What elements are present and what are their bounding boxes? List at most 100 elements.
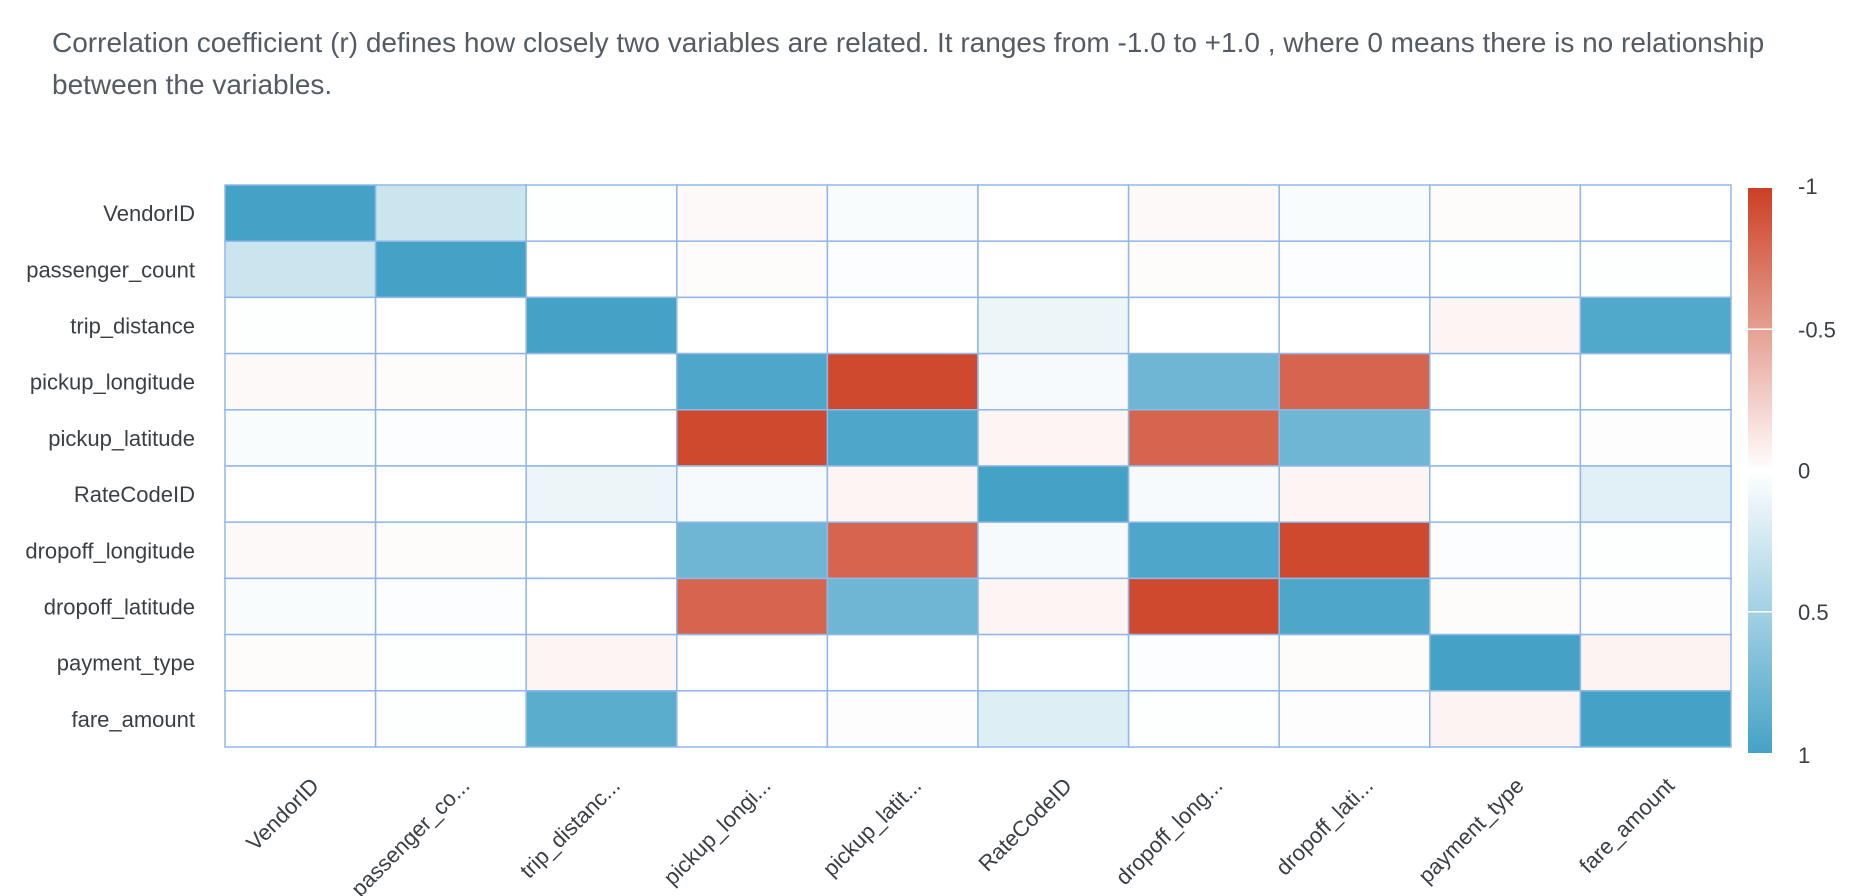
heatmap-cell-1-0[interactable] [224, 240, 377, 299]
heatmap-cell-8-6[interactable] [1127, 633, 1280, 692]
heatmap-cell-0-8[interactable] [1429, 184, 1582, 242]
heatmap-cell-3-7[interactable] [1278, 352, 1431, 411]
heatmap-cell-4-3[interactable] [676, 409, 829, 467]
heatmap-cell-7-9[interactable] [1579, 577, 1732, 636]
heatmap-cell-6-8[interactable] [1429, 521, 1582, 580]
heatmap-cell-7-6[interactable] [1127, 577, 1280, 636]
heatmap-cell-3-2[interactable] [525, 352, 678, 411]
heatmap-cell-4-4[interactable] [826, 409, 979, 467]
heatmap-cell-7-0[interactable] [224, 577, 377, 636]
heatmap-cell-4-8[interactable] [1429, 409, 1582, 467]
heatmap-cell-0-3[interactable] [676, 184, 829, 242]
heatmap-cell-9-1[interactable] [374, 690, 527, 748]
heatmap-cell-2-9[interactable] [1579, 296, 1732, 355]
heatmap-cell-8-3[interactable] [676, 633, 829, 692]
heatmap-cell-7-1[interactable] [374, 577, 527, 636]
heatmap-cell-7-4[interactable] [826, 577, 979, 636]
heatmap-cell-6-9[interactable] [1579, 521, 1732, 580]
heatmap-cell-7-2[interactable] [525, 577, 678, 636]
heatmap-cell-4-6[interactable] [1127, 409, 1280, 467]
heatmap-cell-9-7[interactable] [1278, 690, 1431, 748]
heatmap-cell-6-2[interactable] [525, 521, 678, 580]
heatmap-cell-2-2[interactable] [525, 296, 678, 355]
heatmap-cell-1-5[interactable] [977, 240, 1130, 299]
heatmap-cell-3-1[interactable] [374, 352, 527, 411]
heatmap-cell-7-5[interactable] [977, 577, 1130, 636]
heatmap-cell-8-1[interactable] [374, 633, 527, 692]
heatmap-cell-0-6[interactable] [1127, 184, 1280, 242]
heatmap-cell-0-0[interactable] [224, 184, 377, 242]
heatmap-cell-9-2[interactable] [525, 690, 678, 748]
heatmap-cell-8-8[interactable] [1429, 633, 1582, 692]
heatmap-cell-6-5[interactable] [977, 521, 1130, 580]
heatmap-cell-2-4[interactable] [826, 296, 979, 355]
heatmap-cell-4-2[interactable] [525, 409, 678, 467]
heatmap-cell-8-2[interactable] [525, 633, 678, 692]
heatmap-cell-5-5[interactable] [977, 465, 1130, 523]
heatmap-cell-3-4[interactable] [826, 352, 979, 411]
heatmap-cell-8-5[interactable] [977, 633, 1130, 692]
heatmap-cell-9-4[interactable] [826, 690, 979, 748]
heatmap-cell-3-9[interactable] [1579, 352, 1732, 411]
heatmap-cell-5-3[interactable] [676, 465, 829, 523]
heatmap-cell-6-7[interactable] [1278, 521, 1431, 580]
heatmap-cell-0-2[interactable] [525, 184, 678, 242]
heatmap-cell-2-8[interactable] [1429, 296, 1582, 355]
heatmap-cell-5-1[interactable] [374, 465, 527, 523]
heatmap-cell-1-2[interactable] [525, 240, 678, 299]
heatmap-cell-0-1[interactable] [374, 184, 527, 242]
heatmap-cell-8-4[interactable] [826, 633, 979, 692]
heatmap-cell-5-2[interactable] [525, 465, 678, 523]
heatmap-cell-3-0[interactable] [224, 352, 377, 411]
heatmap-cell-4-9[interactable] [1579, 409, 1732, 467]
heatmap-cell-8-7[interactable] [1278, 633, 1431, 692]
heatmap-cell-9-0[interactable] [224, 690, 377, 748]
heatmap-cell-9-6[interactable] [1127, 690, 1280, 748]
heatmap-cell-1-3[interactable] [676, 240, 829, 299]
heatmap-cell-3-3[interactable] [676, 352, 829, 411]
heatmap-cell-8-9[interactable] [1579, 633, 1732, 692]
heatmap-cell-1-6[interactable] [1127, 240, 1280, 299]
heatmap-cell-0-7[interactable] [1278, 184, 1431, 242]
heatmap-cell-9-9[interactable] [1579, 690, 1732, 748]
heatmap-cell-1-8[interactable] [1429, 240, 1582, 299]
heatmap-cell-0-5[interactable] [977, 184, 1130, 242]
heatmap-cell-6-3[interactable] [676, 521, 829, 580]
heatmap-cell-2-0[interactable] [224, 296, 377, 355]
heatmap-cell-6-4[interactable] [826, 521, 979, 580]
heatmap-cell-5-6[interactable] [1127, 465, 1280, 523]
heatmap-cell-6-6[interactable] [1127, 521, 1280, 580]
heatmap-cell-1-4[interactable] [826, 240, 979, 299]
heatmap-cell-3-5[interactable] [977, 352, 1130, 411]
heatmap-cell-0-4[interactable] [826, 184, 979, 242]
heatmap-cell-6-0[interactable] [224, 521, 377, 580]
heatmap-cell-7-7[interactable] [1278, 577, 1431, 636]
heatmap-cell-3-6[interactable] [1127, 352, 1280, 411]
heatmap-cell-4-1[interactable] [374, 409, 527, 467]
heatmap-cell-9-3[interactable] [676, 690, 829, 748]
heatmap-cell-9-8[interactable] [1429, 690, 1582, 748]
heatmap-cell-4-7[interactable] [1278, 409, 1431, 467]
heatmap-cell-7-3[interactable] [676, 577, 829, 636]
heatmap-cell-5-8[interactable] [1429, 465, 1582, 523]
heatmap-cell-2-6[interactable] [1127, 296, 1280, 355]
heatmap-cell-3-8[interactable] [1429, 352, 1582, 411]
heatmap-cell-1-1[interactable] [374, 240, 527, 299]
heatmap-cell-4-5[interactable] [977, 409, 1130, 467]
heatmap-cell-5-4[interactable] [826, 465, 979, 523]
heatmap-cell-5-9[interactable] [1579, 465, 1732, 523]
heatmap-cell-5-0[interactable] [224, 465, 377, 523]
heatmap-cell-2-7[interactable] [1278, 296, 1431, 355]
heatmap-cell-0-9[interactable] [1579, 184, 1732, 242]
heatmap-cell-4-0[interactable] [224, 409, 377, 467]
heatmap-cell-2-1[interactable] [374, 296, 527, 355]
heatmap-cell-8-0[interactable] [224, 633, 377, 692]
heatmap-cell-5-7[interactable] [1278, 465, 1431, 523]
heatmap-cell-2-3[interactable] [676, 296, 829, 355]
heatmap-cell-7-8[interactable] [1429, 577, 1582, 636]
heatmap-cell-2-5[interactable] [977, 296, 1130, 355]
heatmap-cell-1-9[interactable] [1579, 240, 1732, 299]
heatmap-cell-9-5[interactable] [977, 690, 1130, 748]
heatmap-cell-1-7[interactable] [1278, 240, 1431, 299]
heatmap-cell-6-1[interactable] [374, 521, 527, 580]
